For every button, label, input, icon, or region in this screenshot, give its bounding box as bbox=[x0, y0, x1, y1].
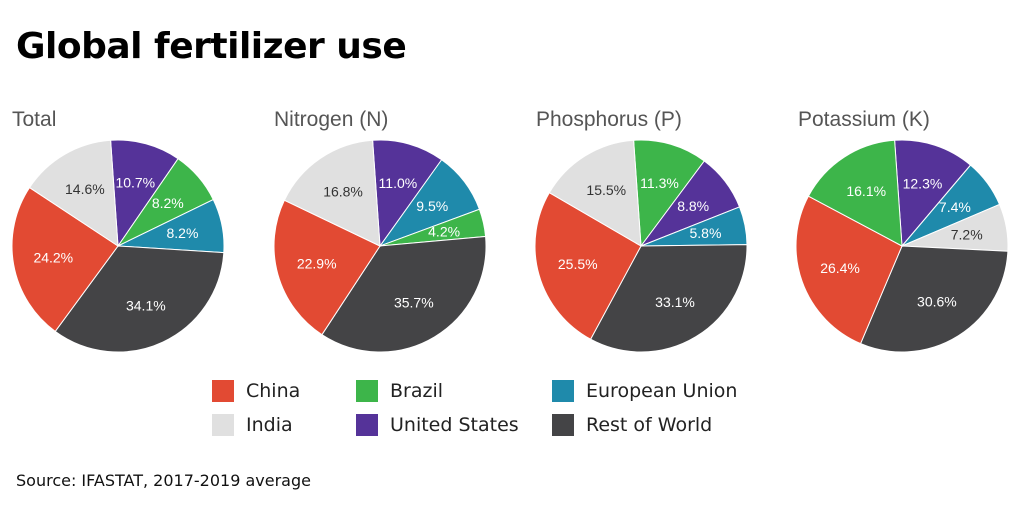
pie-data-label: 25.5% bbox=[558, 256, 598, 272]
legend-swatch bbox=[356, 380, 378, 402]
pie-data-label: 16.8% bbox=[323, 184, 363, 200]
pie-data-label: 11.3% bbox=[640, 175, 679, 191]
legend-label: Rest of World bbox=[586, 414, 713, 436]
legend-label: Brazil bbox=[390, 380, 444, 402]
chart-title: Global fertilizer use bbox=[16, 26, 407, 67]
pie-data-label: 16.1% bbox=[846, 183, 886, 199]
legend-swatch bbox=[552, 380, 574, 402]
pie-1: 11.0% 9.5% 4.2% 35.7% 22.9% 16.8% bbox=[273, 139, 487, 353]
pie-data-label: 22.9% bbox=[297, 256, 337, 272]
legend-swatch bbox=[212, 414, 234, 436]
pie-data-label: 35.7% bbox=[394, 294, 434, 310]
pie-data-label: 8.2% bbox=[167, 225, 199, 241]
legend-item-european-union: European Union bbox=[552, 378, 737, 404]
pie-data-label: 4.2% bbox=[428, 224, 460, 240]
legend-label: United States bbox=[390, 414, 519, 436]
pie-data-label: 8.8% bbox=[677, 198, 709, 214]
legend-item-united-states: United States bbox=[356, 412, 519, 438]
pie-data-label: 5.8% bbox=[690, 225, 722, 241]
legend-label: European Union bbox=[586, 380, 738, 402]
legend-swatch bbox=[552, 414, 574, 436]
pie-slice-rest-of-world bbox=[859, 245, 1009, 353]
pie-data-label: 12.3% bbox=[903, 176, 943, 192]
pie-data-label: 7.2% bbox=[951, 226, 983, 242]
pie-3: 12.3% 7.4% 7.2% 30.6% 26.4% 16.1% bbox=[795, 139, 1009, 353]
pie-0: 10.7% 8.2% 8.2% 34.1% 24.2% 14.6% bbox=[11, 139, 225, 353]
legend-item-china: China bbox=[212, 378, 300, 404]
pie-slice-china bbox=[795, 195, 903, 345]
legend-item-brazil: Brazil bbox=[356, 378, 443, 404]
pie-data-label: 8.2% bbox=[152, 195, 184, 211]
pie-data-label: 15.5% bbox=[586, 182, 626, 198]
pie-data-label: 33.1% bbox=[655, 294, 695, 310]
legend-item-india: India bbox=[212, 412, 293, 438]
legend-item-rest-of-world: Rest of World bbox=[552, 412, 712, 438]
pie-slice-brazil bbox=[807, 139, 903, 247]
pie-title-potassium: Potassium (K) bbox=[798, 108, 930, 131]
pie-slice-united-states bbox=[372, 139, 443, 248]
pie-data-label: 10.7% bbox=[115, 175, 155, 191]
pie-data-label: 7.4% bbox=[939, 199, 971, 215]
pie-slice-brazil bbox=[633, 139, 706, 248]
legend-label: China bbox=[246, 380, 301, 402]
pie-slice-rest-of-world bbox=[589, 244, 748, 353]
pie-title-nitrogen: Nitrogen (N) bbox=[274, 108, 389, 131]
legend-swatch bbox=[356, 414, 378, 436]
pie-data-label: 26.4% bbox=[820, 260, 860, 276]
legend-swatch bbox=[212, 380, 234, 402]
pie-data-label: 9.5% bbox=[416, 198, 448, 214]
pie-data-label: 11.0% bbox=[379, 175, 418, 191]
pie-slice-india bbox=[548, 139, 642, 247]
pie-slice-united-states bbox=[110, 139, 179, 248]
pie-slice-rest-of-world bbox=[54, 245, 225, 353]
pie-2: 11.3% 8.8% 5.8% 33.1% 25.5% 15.5% bbox=[534, 139, 748, 353]
pie-slice-china bbox=[534, 191, 642, 340]
pie-slice-india bbox=[28, 139, 119, 247]
pie-slice-china bbox=[11, 186, 119, 333]
pie-title-total: Total bbox=[12, 108, 57, 131]
pie-slice-rest-of-world bbox=[321, 235, 487, 353]
pie-data-label: 30.6% bbox=[917, 294, 957, 310]
pie-data-label: 14.6% bbox=[65, 181, 105, 197]
pie-slice-india bbox=[283, 139, 381, 247]
pie-data-label: 24.2% bbox=[33, 250, 73, 266]
pie-charts: 10.7% 8.2% 8.2% 34.1% 24.2% 14.6% 11.0% 9.5% 4.2… bbox=[11, 139, 1009, 353]
pie-data-label: 34.1% bbox=[126, 298, 166, 314]
pie-slice-united-states bbox=[894, 139, 972, 248]
source-note: Source: IFASTAT, 2017-2019 average bbox=[16, 471, 311, 490]
legend-label: India bbox=[246, 414, 293, 436]
pie-title-phosphorus: Phosphorus (P) bbox=[536, 108, 682, 131]
